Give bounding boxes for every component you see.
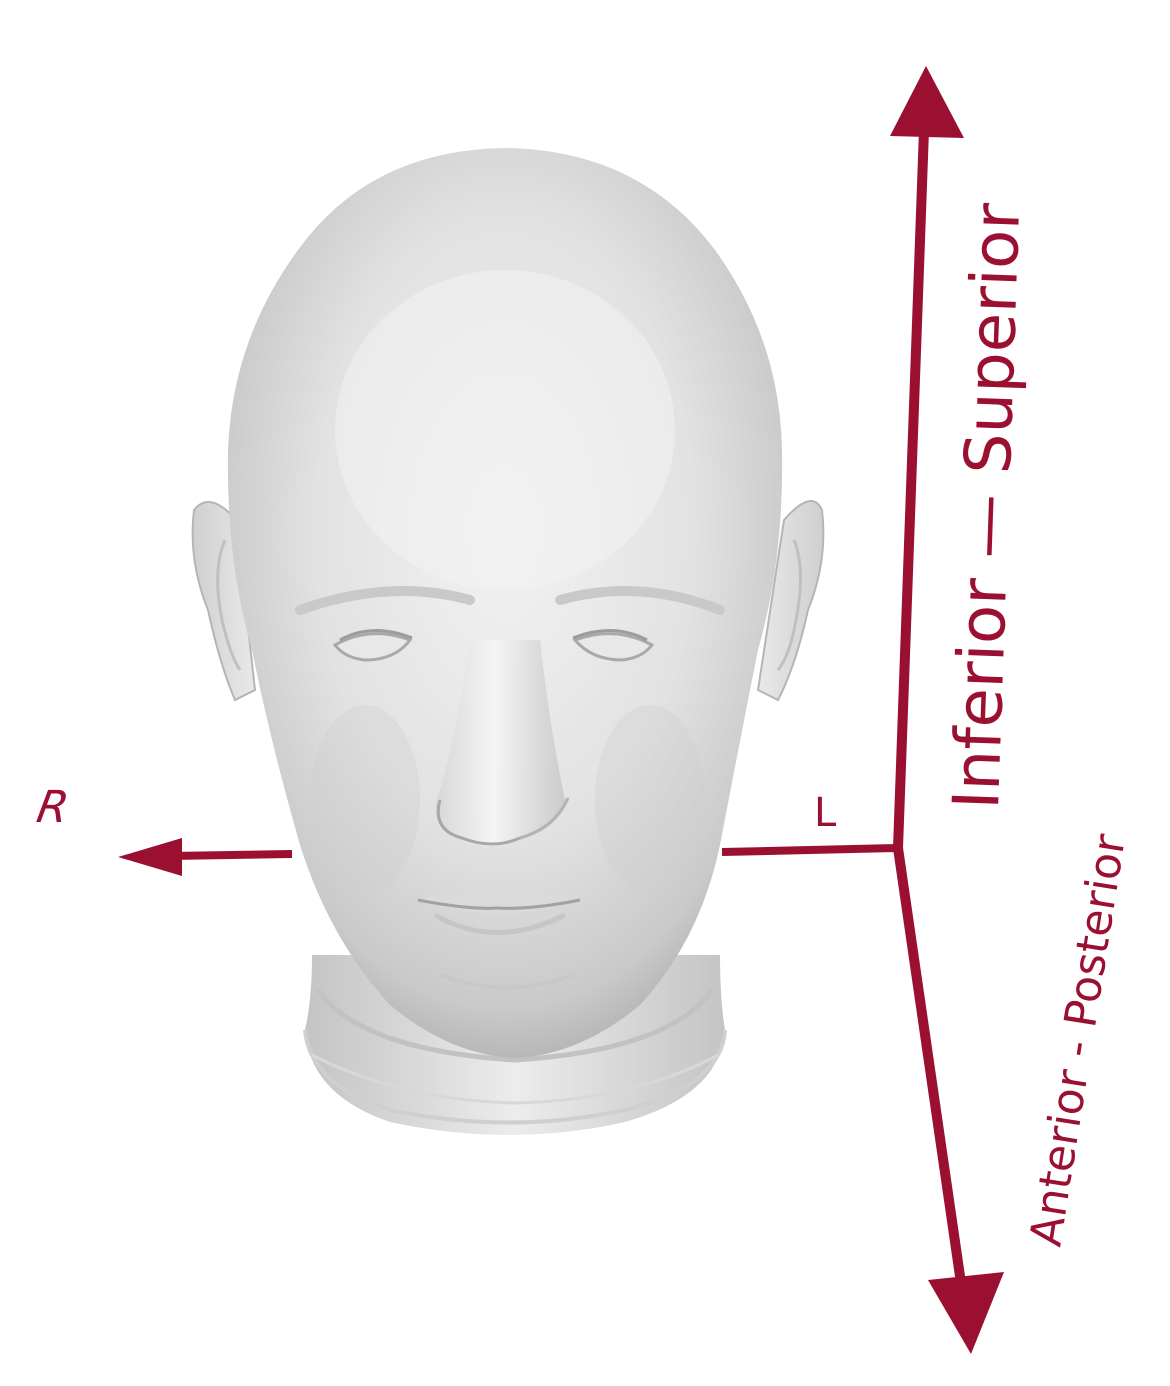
right-label: R — [33, 782, 72, 833]
chin — [439, 973, 576, 990]
head — [227, 148, 783, 1058]
axes — [118, 66, 1004, 1354]
brow-ridge — [295, 586, 725, 615]
anterior-arrowhead — [928, 1272, 1004, 1354]
left-right-axis-arrow-shaft — [169, 850, 293, 860]
superior-arrowhead — [890, 66, 964, 138]
left-right-axis-line — [721, 844, 899, 856]
right-ear — [756, 500, 825, 702]
inferior-superior-label: Inferior — Superior — [940, 201, 1035, 810]
anterior-posterior-axis-line — [893, 847, 967, 1291]
left-eye — [332, 628, 413, 662]
cheek-shading — [310, 705, 705, 895]
inferior-superior-axis-line — [893, 129, 929, 849]
left-label: L — [814, 790, 837, 836]
right-eye — [572, 628, 655, 662]
nose — [435, 640, 570, 846]
right-arrowhead — [118, 838, 182, 876]
anterior-posterior-label: Anterior - Posterior — [1020, 830, 1136, 1250]
mouth — [417, 889, 581, 935]
